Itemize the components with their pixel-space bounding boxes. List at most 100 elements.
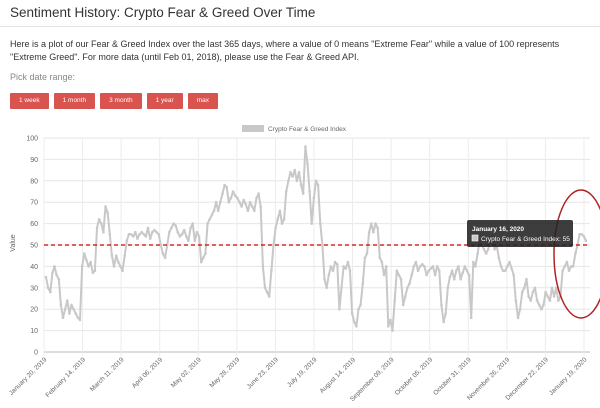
data-point[interactable] [259,205,263,208]
data-point[interactable] [469,316,473,320]
data-point[interactable] [80,265,84,268]
data-point[interactable] [550,286,554,290]
data-point[interactable] [206,222,209,225]
data-point[interactable] [170,226,173,230]
data-point[interactable] [74,312,78,315]
data-point[interactable] [159,243,163,247]
data-point[interactable] [104,205,107,208]
range-button-max[interactable]: max [187,93,218,109]
data-point[interactable] [512,273,515,277]
data-point[interactable] [450,269,454,272]
data-point[interactable] [144,235,148,238]
data-point[interactable] [216,209,220,213]
data-point[interactable] [72,307,75,311]
data-point[interactable] [455,269,458,272]
data-point[interactable] [540,307,543,311]
data-point[interactable] [361,282,365,285]
data-point[interactable] [501,269,505,272]
data-point[interactable] [180,233,184,236]
data-point[interactable] [238,200,241,204]
data-point[interactable] [389,318,392,322]
data-point[interactable] [138,233,141,236]
data-point[interactable] [117,260,120,264]
data-point[interactable] [401,303,405,307]
data-point[interactable] [384,265,388,268]
data-point[interactable] [163,256,167,260]
data-point[interactable] [261,265,265,268]
data-point[interactable] [208,218,211,221]
data-point[interactable] [153,228,156,232]
data-point[interactable] [435,265,439,268]
data-point[interactable] [212,209,216,213]
data-point[interactable] [370,222,373,225]
data-point[interactable] [304,145,307,148]
data-point[interactable] [357,307,360,311]
data-point[interactable] [482,248,486,251]
data-point[interactable] [55,273,58,277]
data-point[interactable] [529,299,532,302]
data-point[interactable] [308,190,311,193]
data-point[interactable] [442,320,445,324]
data-point[interactable] [497,256,501,260]
data-point[interactable] [210,213,214,217]
range-button-1-week[interactable]: 1 week [10,93,49,109]
data-point[interactable] [408,282,411,285]
data-point[interactable] [397,273,401,277]
data-point[interactable] [472,260,475,264]
data-point[interactable] [293,168,297,172]
data-point[interactable] [548,299,552,302]
data-point[interactable] [97,218,101,221]
data-point[interactable] [542,303,545,307]
data-point[interactable] [227,200,231,204]
data-point[interactable] [284,190,288,193]
data-point[interactable] [446,286,450,290]
data-point[interactable] [350,312,354,315]
data-point[interactable] [157,233,160,236]
data-point[interactable] [427,269,431,272]
data-point[interactable] [248,200,252,204]
data-point[interactable] [119,265,122,268]
data-point[interactable] [44,275,48,279]
data-point[interactable] [70,303,73,307]
data-point[interactable] [514,299,518,302]
data-point[interactable] [108,233,112,236]
data-point[interactable] [363,256,367,260]
data-point[interactable] [89,260,92,264]
data-point[interactable] [355,325,358,328]
data-point[interactable] [325,286,328,290]
data-point[interactable] [382,273,386,277]
data-point[interactable] [127,233,131,236]
data-point[interactable] [68,312,71,315]
data-point[interactable] [312,196,316,200]
data-point[interactable] [161,252,165,255]
data-point[interactable] [189,226,192,230]
data-point[interactable] [342,265,345,268]
data-point[interactable] [151,230,154,234]
data-point[interactable] [174,224,177,227]
data-point[interactable] [140,230,143,234]
data-point[interactable] [508,260,511,264]
data-point[interactable] [467,273,471,277]
data-point[interactable] [202,256,205,260]
data-point[interactable] [525,277,528,281]
data-point[interactable] [280,222,284,225]
data-point[interactable] [459,277,462,281]
data-point[interactable] [87,265,90,268]
data-point[interactable] [310,222,314,225]
data-point[interactable] [565,260,569,264]
data-point[interactable] [461,271,465,275]
data-point[interactable] [267,295,271,298]
data-point[interactable] [425,273,428,277]
data-point[interactable] [93,269,97,272]
data-point[interactable] [255,196,258,200]
data-point[interactable] [276,218,280,221]
data-point[interactable] [406,286,409,290]
data-point[interactable] [452,277,456,281]
data-point[interactable] [338,307,341,311]
data-point[interactable] [465,269,469,272]
data-point[interactable] [114,254,118,257]
range-button-3-month[interactable]: 3 month [100,93,142,109]
data-point[interactable] [242,198,245,202]
data-point[interactable] [272,243,275,247]
data-point[interactable] [131,235,135,238]
